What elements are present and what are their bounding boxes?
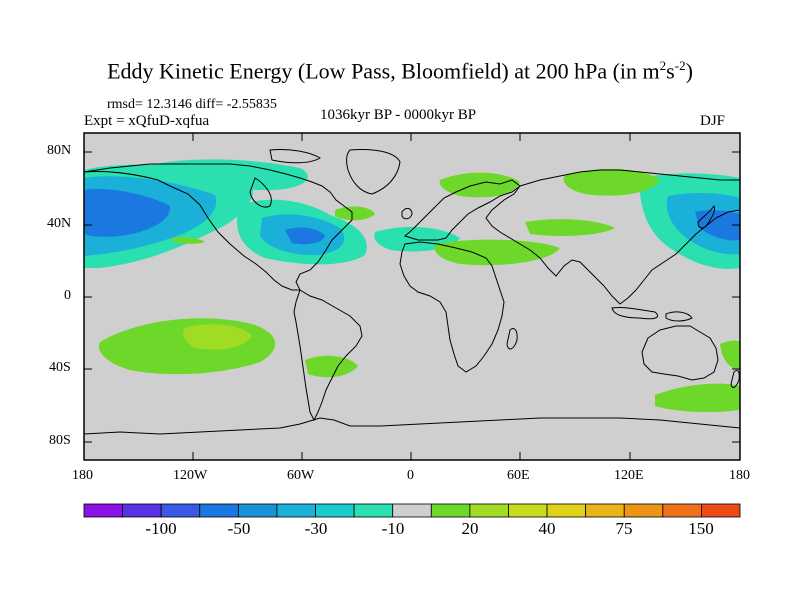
colorbar-swatch: [701, 503, 741, 518]
stats-text: rmsd= 12.3146 diff= -2.55835: [107, 97, 277, 112]
season-label: DJF: [700, 113, 726, 129]
colorbar-swatch: [430, 503, 471, 518]
lon-label-0: 0: [407, 468, 414, 483]
colorbar-label: -100: [145, 519, 177, 538]
lon-label-60w: 60W: [287, 468, 315, 483]
colorbar-swatch: [546, 503, 587, 518]
lon-label-60e: 60E: [507, 468, 530, 483]
colorbar-label: 40: [538, 519, 556, 538]
colorbar-swatch: [469, 503, 509, 518]
siberia-anomaly: [563, 168, 660, 196]
lon-label-120w: 120W: [173, 468, 208, 483]
arctic-islands: [269, 149, 321, 164]
period-label: 1036kyr BP - 0000kyr BP: [320, 107, 477, 123]
colorbar-label: 75: [615, 519, 633, 538]
tropical-atlantic-anomaly: [172, 237, 205, 244]
europe-coast: [403, 179, 521, 241]
south-america-coast: [293, 289, 363, 422]
atlantic-anomaly-green: [335, 206, 375, 221]
colorbar-swatch: [276, 503, 316, 518]
lat-label-40n: 40N: [47, 216, 72, 231]
coastlines: [83, 149, 741, 435]
asia-coast: [485, 169, 741, 305]
colorbar-label: -50: [227, 519, 251, 538]
hudson-bay: [249, 177, 272, 208]
colorbar-swatch: [122, 503, 162, 518]
colorbar-swatch: [315, 503, 355, 518]
colorbar-label: 20: [461, 519, 479, 538]
colorbar-label: 150: [688, 519, 714, 538]
africa-coast: [399, 241, 505, 373]
lon-label-180w: 180: [72, 468, 93, 483]
north-indian-anomaly: [525, 219, 615, 236]
greenland: [346, 149, 401, 195]
colorbar-swatch: [662, 503, 702, 518]
colorbar-swatch: [237, 503, 278, 518]
colorbar-label: -30: [304, 519, 328, 538]
colorbar-swatch: [199, 503, 239, 518]
new-zealand: [730, 369, 740, 388]
antarctica-coast: [83, 417, 741, 435]
colorbar-swatch: [585, 503, 625, 518]
lon-ticks: [192, 133, 631, 460]
lat-ticks: [84, 151, 740, 443]
colorbar-swatch: [160, 503, 201, 518]
lat-label-0: 0: [64, 288, 71, 303]
australia-east-anomaly: [720, 340, 740, 370]
colorbar-label: -10: [381, 519, 405, 538]
north-america-coast: [83, 163, 353, 291]
lat-label-40s: 40S: [49, 360, 71, 375]
north-america-anomaly-strong: [285, 227, 325, 245]
colorbar-swatch: [623, 503, 664, 518]
british-isles: [401, 207, 413, 220]
lat-label-80n: 80N: [47, 143, 72, 158]
indonesia: [611, 307, 659, 320]
field-shading: [84, 159, 740, 413]
asia-anomaly-strong: [695, 210, 740, 241]
australia-coast: [641, 325, 719, 381]
madagascar: [506, 327, 518, 350]
south-atlantic-anomaly: [305, 355, 358, 378]
chart-title: Eddy Kinetic Energy (Low Pass, Bloomfiel…: [107, 58, 693, 84]
lat-label-80s: 80S: [49, 433, 71, 448]
north-pacific-anomaly-strong: [84, 189, 171, 237]
japan: [697, 205, 715, 229]
colorbar-swatch: [392, 503, 432, 518]
colorbar-swatch: [83, 503, 123, 518]
south-pacific-anomaly-mid: [183, 324, 252, 350]
arctic-anomaly: [150, 159, 308, 191]
colorbar-swatch: [353, 503, 394, 518]
southern-ocean-anomaly: [655, 383, 740, 413]
experiment-label: Expt = xQfuD-xqfua: [84, 113, 210, 129]
colorbar-swatch: [508, 503, 548, 518]
north-africa-anomaly: [434, 239, 560, 266]
eurasia-anomaly: [439, 172, 520, 198]
lon-label-180e: 180: [729, 468, 750, 483]
lon-label-120e: 120E: [614, 468, 644, 483]
colorbar: [83, 503, 741, 518]
new-guinea: [665, 311, 693, 322]
